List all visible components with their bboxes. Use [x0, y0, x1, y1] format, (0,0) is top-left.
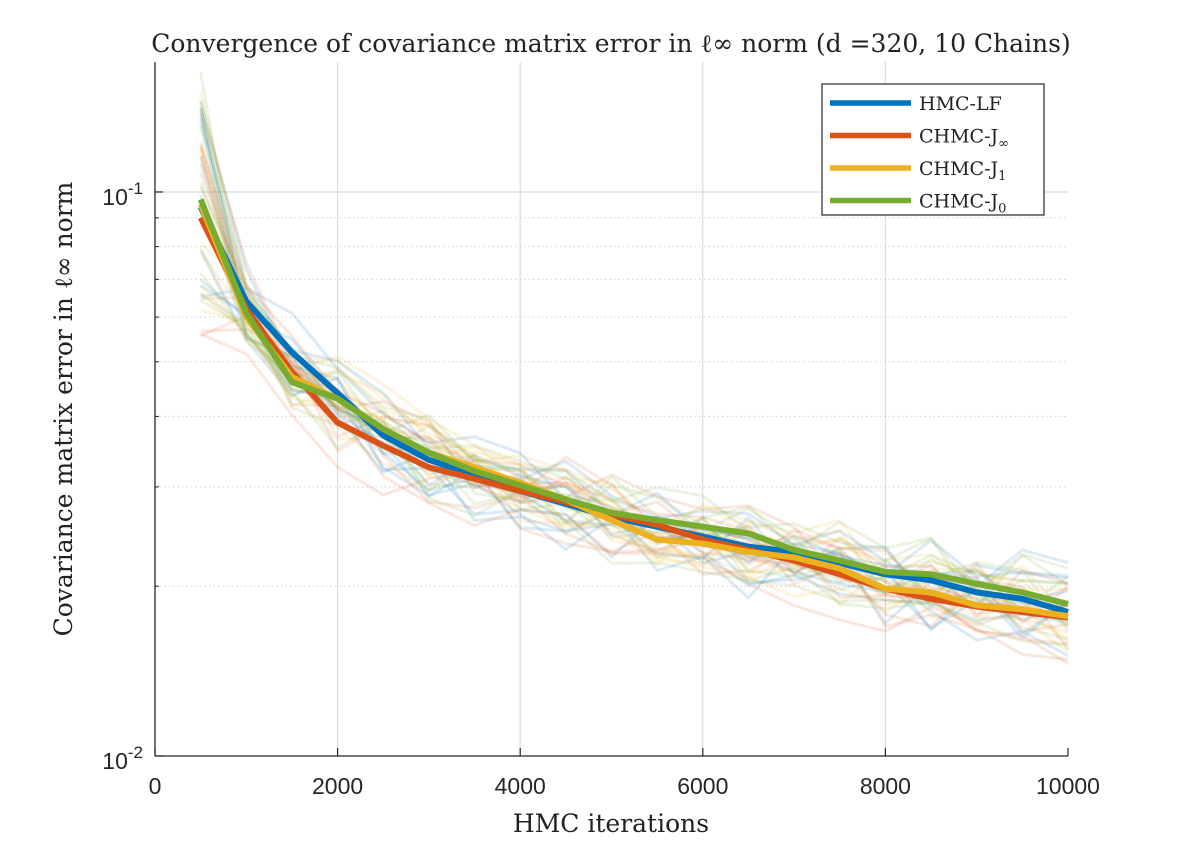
- legend-label: CHMC-J1: [919, 158, 1006, 184]
- x-axis-label: HMC iterations: [513, 809, 709, 838]
- x-tick-label: 10000: [1036, 773, 1100, 799]
- legend-label-base: CHMC-J: [919, 158, 998, 180]
- chain-trace: [199, 194, 1069, 640]
- x-tick-label: 8000: [860, 773, 911, 799]
- legend-label-subscript: ∞: [998, 137, 1009, 152]
- chain-trace: [199, 299, 1069, 612]
- legend-label-subscript: 1: [998, 169, 1006, 184]
- legend-label: HMC-LF: [919, 93, 1002, 115]
- legend-box: [821, 83, 1045, 216]
- y-tick-label-exponent: -2: [128, 743, 143, 762]
- y-tick-label: 10-2: [102, 743, 143, 774]
- chain-trace: [199, 248, 1069, 657]
- x-tick-label: 0: [149, 773, 162, 799]
- axes-layer: [154, 62, 1069, 757]
- chain-trace: [199, 123, 1069, 594]
- y-tick-label-base: 10: [102, 748, 128, 774]
- legend-label-base: CHMC-J: [919, 126, 998, 148]
- legend-label-subscript: 0: [998, 202, 1006, 217]
- chain-trace: [199, 291, 1069, 641]
- y-tick-label-base: 10: [102, 184, 128, 210]
- x-tick-labels: 0 2000 4000 6000 8000 10000: [149, 773, 1100, 799]
- series-layer: [197, 198, 1069, 621]
- y-tick-label: 10-1: [102, 179, 143, 210]
- x-tick-label: 6000: [677, 773, 728, 799]
- legend-label: CHMC-J∞: [919, 126, 1009, 152]
- x-tick-label: 4000: [495, 773, 546, 799]
- legend-label: CHMC-J0: [919, 191, 1006, 217]
- chain-trace: [199, 242, 1070, 628]
- series-line-chmc-j-: [198, 216, 1069, 621]
- chain-trace: [199, 145, 1069, 662]
- chain-trace: [199, 142, 1070, 651]
- x-tick-label: 2000: [312, 773, 363, 799]
- legend-label-base: CHMC-J: [919, 191, 998, 213]
- chain-trace: [200, 296, 1069, 633]
- legend-label-base: HMC-LF: [919, 93, 1002, 115]
- chain-trace: [199, 106, 1069, 641]
- series-line-chmc-j0: [197, 198, 1069, 607]
- y-axis-label: Covariance matrix error in ℓ∞ norm: [49, 181, 78, 636]
- chain-trace: [200, 314, 1069, 616]
- y-tick-labels: 10-210-1: [102, 179, 143, 774]
- chain-trace: [199, 92, 1069, 625]
- chart-title: Convergence of covariance matrix error i…: [151, 29, 1071, 58]
- chain-trace: [200, 286, 1069, 579]
- y-tick-label-exponent: -1: [128, 179, 143, 198]
